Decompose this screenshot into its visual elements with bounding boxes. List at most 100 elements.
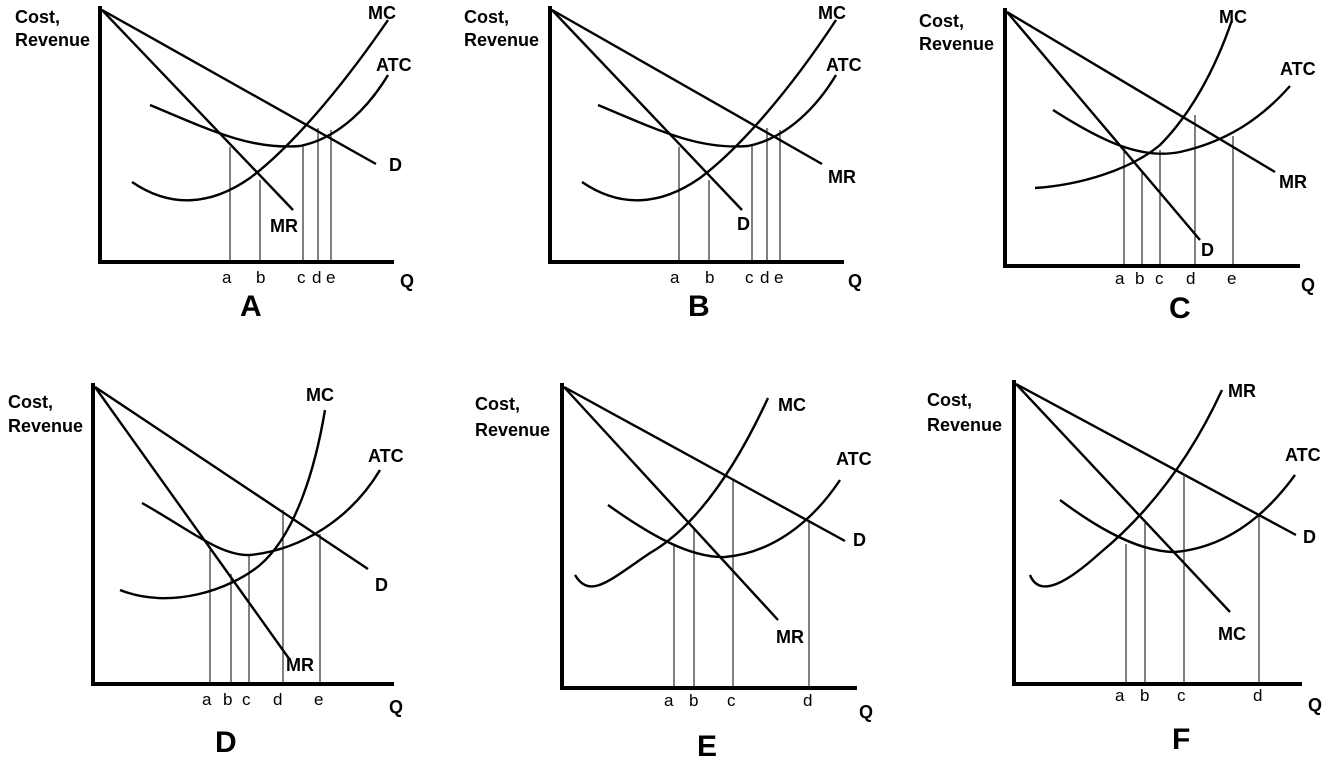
quantity-label: d	[312, 268, 321, 287]
curve-label: ATC	[1285, 445, 1321, 465]
quantity-label: c	[745, 268, 754, 287]
demand-curve	[563, 385, 846, 543]
curve-label: ATC	[836, 449, 872, 469]
panel-title: E	[697, 730, 717, 763]
marginal-cost-curve	[1015, 383, 1231, 613]
marginal-revenue-curve	[1028, 389, 1224, 588]
y-axis-label-line1: Cost,	[464, 7, 509, 27]
x-axis-label: Q	[1308, 695, 1322, 715]
quantity-label: a	[1115, 269, 1125, 288]
curve-label: ATC	[1280, 59, 1316, 79]
curve-label: D	[375, 575, 388, 595]
curve-label: D	[1201, 240, 1214, 260]
quantity-label: b	[705, 268, 714, 287]
y-axis-label-line2: Revenue	[15, 30, 90, 50]
atc-curve	[597, 74, 838, 148]
axes	[91, 383, 394, 686]
curve-label: MC	[778, 395, 806, 415]
quantity-label: d	[1186, 269, 1195, 288]
atc-curve	[141, 469, 382, 557]
curve-label: MR	[776, 627, 804, 647]
quantity-label: e	[774, 268, 783, 287]
quantity-label: d	[1253, 686, 1262, 705]
curve-label: ATC	[376, 55, 412, 75]
quantity-label: d	[803, 691, 812, 710]
axes	[1012, 380, 1302, 686]
y-axis-label-line1: Cost,	[919, 11, 964, 31]
marginal-revenue-curve	[101, 9, 294, 211]
marginal-revenue-curve	[551, 8, 823, 166]
curve-label: MR	[270, 216, 298, 236]
panel-B: Cost, Revenue Q MC ATC MR D a b c d e B	[464, 3, 862, 323]
quantity-label: a	[1115, 686, 1125, 705]
panel-title: C	[1169, 292, 1191, 325]
quantity-label: a	[222, 268, 232, 287]
demand-curve	[1006, 11, 1201, 241]
x-axis-label: Q	[400, 271, 414, 291]
atc-curve	[607, 479, 841, 559]
curve-label: D	[737, 214, 750, 234]
x-axis-label: Q	[389, 697, 403, 717]
axes	[1003, 8, 1300, 268]
quantity-label: a	[202, 690, 212, 709]
panel-F: Cost, Revenue Q MR ATC D MC a b c d F	[927, 380, 1322, 756]
quantity-label: b	[689, 691, 698, 710]
x-axis-label: Q	[848, 271, 862, 291]
quantity-label: c	[727, 691, 736, 710]
quantity-label: d	[273, 690, 282, 709]
curve-label: D	[853, 530, 866, 550]
quantity-label: c	[242, 690, 251, 709]
y-axis-label-line1: Cost,	[8, 392, 53, 412]
quantity-label: c	[1177, 686, 1186, 705]
curve-label: MC	[1218, 624, 1246, 644]
panel-E: Cost, Revenue Q MC ATC D MR a b c d E	[475, 383, 873, 763]
y-axis-label-line2: Revenue	[475, 420, 550, 440]
curve-label: MC	[1219, 7, 1247, 27]
quantity-label: c	[297, 268, 306, 287]
y-axis-label-line2: Revenue	[927, 415, 1002, 435]
mc-curve	[581, 19, 838, 202]
curve-label: ATC	[368, 446, 404, 466]
quantity-label: b	[223, 690, 232, 709]
panel-C: Cost, Revenue Q MC ATC MR D a b c d e C	[919, 7, 1316, 325]
curve-label: MR	[828, 167, 856, 187]
mc-curve	[573, 397, 770, 588]
y-axis-label-line1: Cost,	[475, 394, 520, 414]
curve-label: MC	[818, 3, 846, 23]
panel-D: Cost, Revenue Q MC ATC D MR a b c d e D	[8, 383, 404, 759]
panel-title: B	[688, 290, 710, 323]
quantity-label: b	[1135, 269, 1144, 288]
y-axis-label-line2: Revenue	[464, 30, 539, 50]
x-axis-label: Q	[1301, 275, 1315, 295]
panel-title: F	[1172, 723, 1190, 756]
quantity-label: b	[256, 268, 265, 287]
y-axis-label-line1: Cost,	[15, 7, 60, 27]
demand-curve	[551, 9, 743, 211]
marginal-revenue-curve	[94, 386, 291, 661]
mc-curve	[1034, 19, 1234, 190]
axes	[548, 6, 844, 264]
demand-curve	[1015, 382, 1297, 537]
curve-label: MR	[1279, 172, 1307, 192]
curve-label: ATC	[826, 55, 862, 75]
atc-curve	[149, 74, 390, 148]
demand-curve	[101, 8, 377, 166]
axes	[98, 6, 394, 264]
y-axis-label-line1: Cost,	[927, 390, 972, 410]
mc-curve	[119, 409, 327, 600]
curve-label: MR	[1228, 381, 1256, 401]
curve-label: MC	[368, 3, 396, 23]
y-axis-label-line2: Revenue	[919, 34, 994, 54]
quantity-label: c	[1155, 269, 1164, 288]
mc-curve	[131, 19, 389, 202]
axes	[560, 383, 857, 690]
quantity-label: e	[314, 690, 323, 709]
panel-title: D	[215, 726, 237, 759]
marginal-revenue-curve	[1006, 10, 1276, 174]
quantity-label: d	[760, 268, 769, 287]
curve-label: D	[389, 155, 402, 175]
demand-curve	[94, 386, 369, 570]
x-axis-label: Q	[859, 702, 873, 722]
quantity-label: a	[670, 268, 680, 287]
